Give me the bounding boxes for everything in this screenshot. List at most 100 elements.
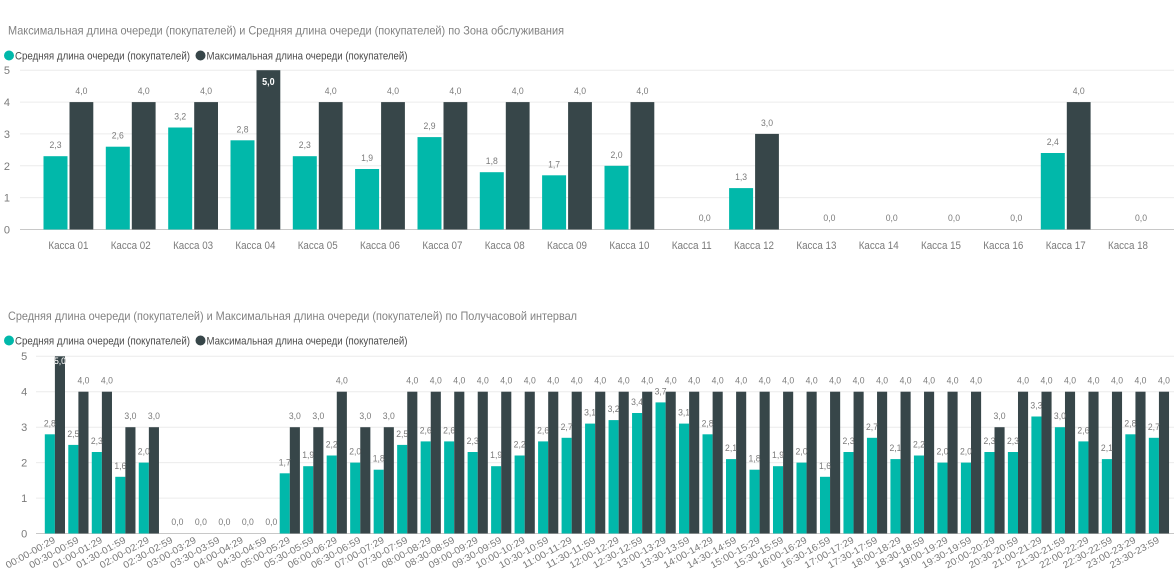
svg-text:0: 0 [4, 225, 10, 237]
svg-text:2,3: 2,3 [50, 140, 62, 151]
svg-text:2,6: 2,6 [537, 425, 549, 436]
svg-text:0,0: 0,0 [1135, 213, 1147, 224]
svg-text:4,0: 4,0 [138, 86, 150, 97]
svg-text:2,2: 2,2 [913, 440, 925, 451]
svg-text:Касса 02: Касса 02 [111, 240, 151, 252]
svg-text:Максимальная длина очереди (по: Максимальная длина очереди (покупателей)… [8, 24, 564, 38]
svg-text:4: 4 [4, 97, 10, 109]
svg-text:2,8: 2,8 [44, 418, 56, 429]
svg-text:4,0: 4,0 [406, 376, 418, 387]
svg-text:4,0: 4,0 [853, 376, 865, 387]
svg-text:4,0: 4,0 [430, 376, 442, 387]
svg-text:2,3: 2,3 [843, 436, 855, 447]
svg-text:4,0: 4,0 [665, 376, 677, 387]
svg-text:4,0: 4,0 [712, 376, 724, 387]
svg-text:2,0: 2,0 [611, 150, 623, 161]
svg-text:1,7: 1,7 [279, 457, 291, 468]
svg-text:5,0: 5,0 [54, 356, 66, 367]
svg-text:1,9: 1,9 [772, 450, 784, 461]
svg-text:Касса 10: Касса 10 [609, 240, 649, 252]
svg-text:0,0: 0,0 [823, 213, 835, 224]
svg-text:Касса 15: Касса 15 [921, 240, 961, 252]
svg-text:0,0: 0,0 [948, 213, 960, 224]
svg-text:4,0: 4,0 [900, 376, 912, 387]
svg-text:4,0: 4,0 [1088, 376, 1100, 387]
svg-text:4,0: 4,0 [829, 376, 841, 387]
svg-text:3,7: 3,7 [655, 386, 667, 397]
svg-text:Максимальная длина очереди (по: Максимальная длина очереди (покупателей) [207, 336, 408, 348]
svg-text:2,6: 2,6 [420, 425, 432, 436]
svg-text:2,0: 2,0 [796, 447, 808, 458]
svg-text:4,0: 4,0 [1064, 376, 1076, 387]
svg-text:2,5: 2,5 [67, 429, 79, 440]
svg-text:3,0: 3,0 [994, 411, 1006, 422]
svg-text:0,0: 0,0 [218, 517, 230, 528]
svg-text:1,8: 1,8 [749, 454, 761, 465]
svg-text:3,0: 3,0 [124, 411, 136, 422]
svg-text:Касса 04: Касса 04 [235, 240, 275, 252]
svg-text:4: 4 [21, 387, 27, 399]
svg-text:Средняя длина очереди (покупат: Средняя длина очереди (покупателей) [15, 51, 190, 63]
svg-text:4,0: 4,0 [336, 376, 348, 387]
svg-text:4,0: 4,0 [1111, 376, 1123, 387]
svg-text:2,6: 2,6 [443, 425, 455, 436]
svg-text:2,1: 2,1 [725, 443, 737, 454]
svg-text:4,0: 4,0 [923, 376, 935, 387]
svg-text:4,0: 4,0 [571, 376, 583, 387]
svg-text:3,2: 3,2 [608, 404, 620, 415]
svg-text:Касса 18: Касса 18 [1108, 240, 1148, 252]
svg-text:5: 5 [21, 351, 27, 363]
svg-text:3,1: 3,1 [678, 408, 690, 419]
svg-text:4,0: 4,0 [101, 376, 113, 387]
svg-text:4,0: 4,0 [688, 376, 700, 387]
svg-text:3,1: 3,1 [584, 408, 596, 419]
svg-text:3,0: 3,0 [312, 411, 324, 422]
svg-text:3,0: 3,0 [148, 411, 160, 422]
svg-text:2,3: 2,3 [983, 436, 995, 447]
svg-text:2,7: 2,7 [866, 422, 878, 433]
svg-text:2,0: 2,0 [349, 447, 361, 458]
svg-text:4,0: 4,0 [574, 86, 586, 97]
svg-text:Касса 01: Касса 01 [48, 240, 88, 252]
svg-text:Касса 13: Касса 13 [796, 240, 836, 252]
svg-text:4,0: 4,0 [500, 376, 512, 387]
svg-text:2,6: 2,6 [1077, 425, 1089, 436]
svg-text:4,0: 4,0 [735, 376, 747, 387]
svg-text:3: 3 [21, 422, 27, 434]
svg-text:4,0: 4,0 [759, 376, 771, 387]
svg-text:0,0: 0,0 [265, 517, 277, 528]
svg-text:2,8: 2,8 [237, 124, 249, 135]
svg-text:4,0: 4,0 [1041, 376, 1053, 387]
svg-text:2,4: 2,4 [1047, 137, 1059, 148]
svg-text:3,0: 3,0 [359, 411, 371, 422]
svg-text:1,7: 1,7 [548, 159, 560, 170]
svg-text:2,3: 2,3 [1007, 436, 1019, 447]
svg-text:2,2: 2,2 [514, 440, 526, 451]
svg-text:4,0: 4,0 [449, 86, 461, 97]
svg-text:3,4: 3,4 [631, 397, 643, 408]
svg-text:4,0: 4,0 [547, 376, 559, 387]
svg-text:4,0: 4,0 [1073, 86, 1085, 97]
svg-text:2: 2 [4, 161, 10, 173]
svg-text:4,0: 4,0 [594, 376, 606, 387]
svg-text:Средняя длина очереди (покупат: Средняя длина очереди (покупателей) [15, 336, 190, 348]
svg-text:4,0: 4,0 [876, 376, 888, 387]
svg-text:4,0: 4,0 [1134, 376, 1146, 387]
svg-text:5,0: 5,0 [54, 356, 66, 367]
svg-text:2,3: 2,3 [91, 436, 103, 447]
svg-text:Максимальная длина очереди (по: Максимальная длина очереди (покупателей) [207, 51, 408, 63]
svg-text:2,0: 2,0 [138, 447, 150, 458]
svg-text:4,0: 4,0 [512, 86, 524, 97]
svg-text:0,0: 0,0 [699, 213, 711, 224]
svg-text:2,5: 2,5 [396, 429, 408, 440]
svg-text:2,8: 2,8 [702, 418, 714, 429]
svg-text:4,0: 4,0 [806, 376, 818, 387]
svg-text:2,3: 2,3 [299, 140, 311, 151]
svg-text:Касса 17: Касса 17 [1046, 240, 1086, 252]
svg-text:4,0: 4,0 [618, 376, 630, 387]
svg-text:0,0: 0,0 [171, 517, 183, 528]
svg-text:4,0: 4,0 [947, 376, 959, 387]
svg-text:1,9: 1,9 [490, 450, 502, 461]
svg-text:1,8: 1,8 [486, 156, 498, 167]
svg-text:Касса 08: Касса 08 [485, 240, 525, 252]
